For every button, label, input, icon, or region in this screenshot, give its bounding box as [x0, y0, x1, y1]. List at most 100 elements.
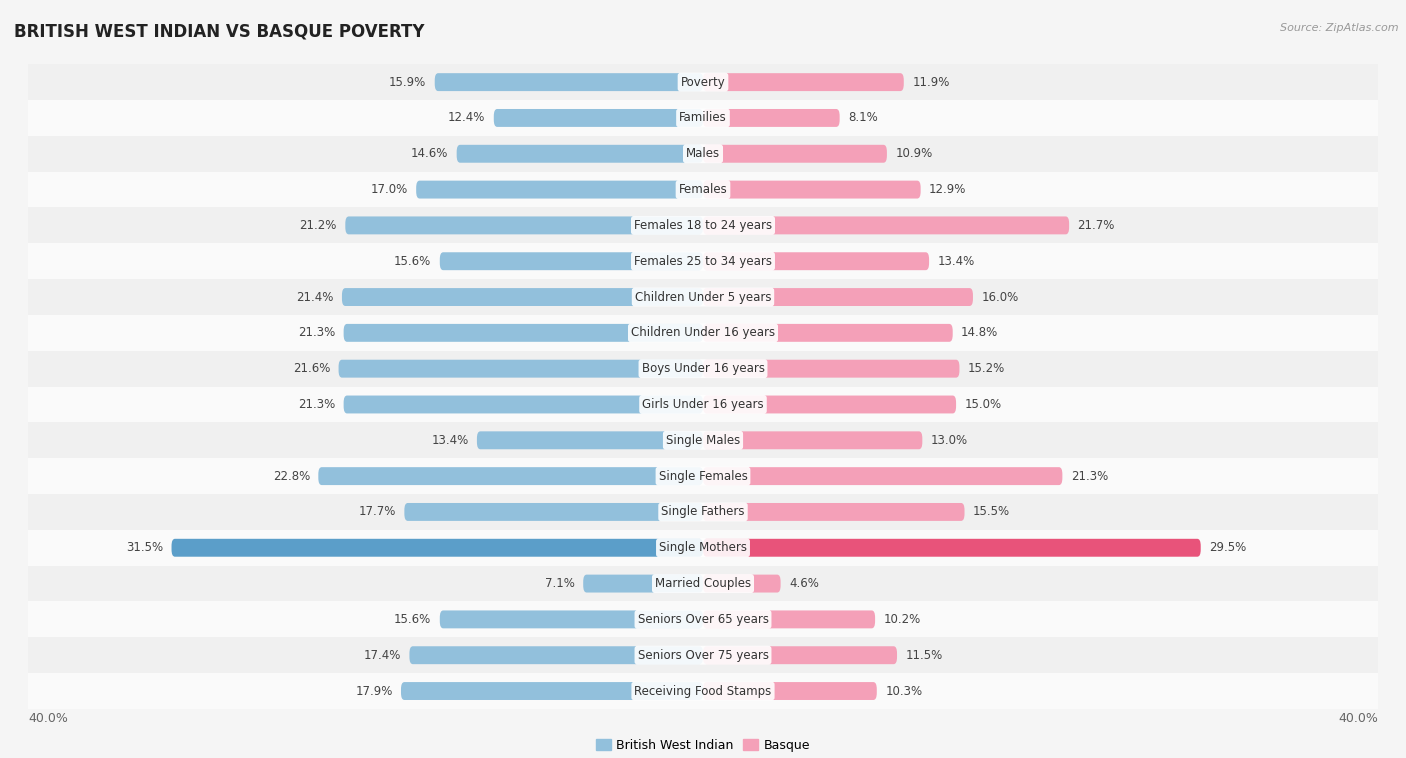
FancyBboxPatch shape — [346, 217, 703, 234]
FancyBboxPatch shape — [703, 252, 929, 270]
Text: 10.9%: 10.9% — [896, 147, 932, 160]
FancyBboxPatch shape — [703, 467, 1063, 485]
FancyBboxPatch shape — [172, 539, 703, 556]
Text: 15.5%: 15.5% — [973, 506, 1010, 518]
Text: 21.3%: 21.3% — [1071, 470, 1108, 483]
Text: 40.0%: 40.0% — [1339, 712, 1378, 725]
Text: 12.9%: 12.9% — [929, 183, 966, 196]
Bar — [28, 530, 1378, 565]
Bar — [28, 64, 1378, 100]
Text: 10.3%: 10.3% — [886, 684, 922, 697]
Bar — [28, 565, 1378, 602]
Text: 11.9%: 11.9% — [912, 76, 949, 89]
Text: 21.2%: 21.2% — [299, 219, 337, 232]
Text: 15.9%: 15.9% — [389, 76, 426, 89]
Text: 29.5%: 29.5% — [1209, 541, 1246, 554]
Text: 8.1%: 8.1% — [848, 111, 877, 124]
FancyBboxPatch shape — [703, 682, 877, 700]
FancyBboxPatch shape — [703, 575, 780, 593]
Text: 17.7%: 17.7% — [359, 506, 396, 518]
FancyBboxPatch shape — [440, 610, 703, 628]
Text: 13.0%: 13.0% — [931, 434, 967, 446]
FancyBboxPatch shape — [440, 252, 703, 270]
FancyBboxPatch shape — [703, 647, 897, 664]
FancyBboxPatch shape — [583, 575, 703, 593]
FancyBboxPatch shape — [339, 360, 703, 377]
Bar — [28, 136, 1378, 171]
Text: 16.0%: 16.0% — [981, 290, 1018, 303]
Text: 10.2%: 10.2% — [883, 613, 921, 626]
FancyBboxPatch shape — [703, 217, 1069, 234]
FancyBboxPatch shape — [457, 145, 703, 163]
FancyBboxPatch shape — [405, 503, 703, 521]
Text: 17.4%: 17.4% — [364, 649, 401, 662]
Bar — [28, 387, 1378, 422]
Text: 12.4%: 12.4% — [449, 111, 485, 124]
FancyBboxPatch shape — [494, 109, 703, 127]
Text: Married Couples: Married Couples — [655, 577, 751, 590]
Text: Females 18 to 24 years: Females 18 to 24 years — [634, 219, 772, 232]
Text: Children Under 16 years: Children Under 16 years — [631, 327, 775, 340]
Text: 14.8%: 14.8% — [962, 327, 998, 340]
Text: 14.6%: 14.6% — [411, 147, 449, 160]
Text: 15.6%: 15.6% — [394, 613, 432, 626]
FancyBboxPatch shape — [703, 503, 965, 521]
Text: Single Females: Single Females — [658, 470, 748, 483]
FancyBboxPatch shape — [703, 324, 953, 342]
Text: Seniors Over 65 years: Seniors Over 65 years — [637, 613, 769, 626]
FancyBboxPatch shape — [703, 360, 959, 377]
FancyBboxPatch shape — [703, 74, 904, 91]
Text: Receiving Food Stamps: Receiving Food Stamps — [634, 684, 772, 697]
Text: 7.1%: 7.1% — [546, 577, 575, 590]
Text: Seniors Over 75 years: Seniors Over 75 years — [637, 649, 769, 662]
Text: Families: Families — [679, 111, 727, 124]
Legend: British West Indian, Basque: British West Indian, Basque — [596, 739, 810, 752]
Text: 13.4%: 13.4% — [938, 255, 974, 268]
FancyBboxPatch shape — [703, 396, 956, 413]
Bar — [28, 243, 1378, 279]
Text: Single Mothers: Single Mothers — [659, 541, 747, 554]
Bar — [28, 459, 1378, 494]
Text: 22.8%: 22.8% — [273, 470, 309, 483]
Text: 21.7%: 21.7% — [1077, 219, 1115, 232]
Text: 13.4%: 13.4% — [432, 434, 468, 446]
Text: Single Fathers: Single Fathers — [661, 506, 745, 518]
Text: 15.6%: 15.6% — [394, 255, 432, 268]
Bar — [28, 494, 1378, 530]
Text: BRITISH WEST INDIAN VS BASQUE POVERTY: BRITISH WEST INDIAN VS BASQUE POVERTY — [14, 23, 425, 41]
Text: 21.3%: 21.3% — [298, 398, 335, 411]
FancyBboxPatch shape — [342, 288, 703, 306]
Text: Children Under 5 years: Children Under 5 years — [634, 290, 772, 303]
Bar — [28, 351, 1378, 387]
Bar — [28, 100, 1378, 136]
Text: 15.2%: 15.2% — [967, 362, 1005, 375]
Text: 21.3%: 21.3% — [298, 327, 335, 340]
Bar — [28, 673, 1378, 709]
FancyBboxPatch shape — [318, 467, 703, 485]
Text: 17.0%: 17.0% — [371, 183, 408, 196]
Text: Boys Under 16 years: Boys Under 16 years — [641, 362, 765, 375]
FancyBboxPatch shape — [434, 74, 703, 91]
FancyBboxPatch shape — [703, 539, 1201, 556]
Bar — [28, 208, 1378, 243]
Text: 11.5%: 11.5% — [905, 649, 942, 662]
Text: Females: Females — [679, 183, 727, 196]
Text: Females 25 to 34 years: Females 25 to 34 years — [634, 255, 772, 268]
Bar — [28, 171, 1378, 208]
Text: Single Males: Single Males — [666, 434, 740, 446]
FancyBboxPatch shape — [477, 431, 703, 449]
FancyBboxPatch shape — [703, 431, 922, 449]
Bar — [28, 279, 1378, 315]
Text: Source: ZipAtlas.com: Source: ZipAtlas.com — [1281, 23, 1399, 33]
FancyBboxPatch shape — [343, 324, 703, 342]
Text: Males: Males — [686, 147, 720, 160]
Text: 15.0%: 15.0% — [965, 398, 1001, 411]
FancyBboxPatch shape — [343, 396, 703, 413]
FancyBboxPatch shape — [703, 288, 973, 306]
FancyBboxPatch shape — [703, 610, 875, 628]
Text: Girls Under 16 years: Girls Under 16 years — [643, 398, 763, 411]
Bar — [28, 422, 1378, 459]
Bar — [28, 637, 1378, 673]
FancyBboxPatch shape — [409, 647, 703, 664]
FancyBboxPatch shape — [401, 682, 703, 700]
